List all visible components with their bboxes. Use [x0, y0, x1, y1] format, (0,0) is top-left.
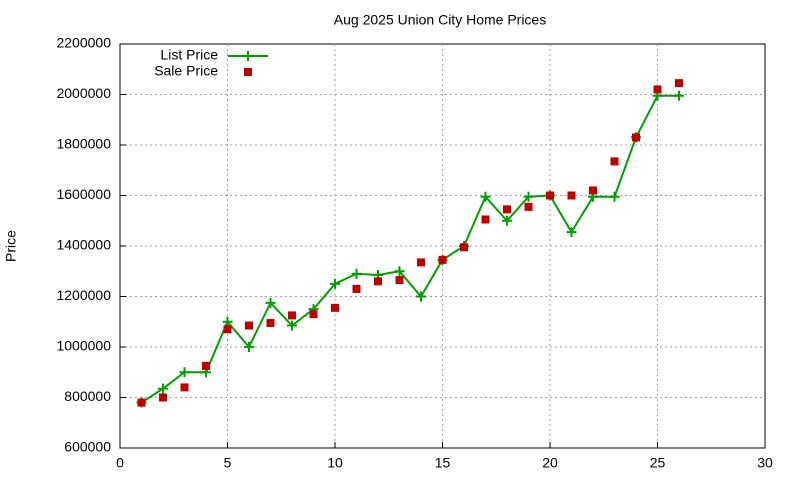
- point-marker: [265, 297, 276, 308]
- point-marker: [374, 277, 382, 286]
- y-tick-label: 1600000: [56, 186, 111, 202]
- point-marker: [675, 79, 683, 88]
- point-marker: [395, 276, 404, 285]
- point-marker: [416, 291, 426, 302]
- point-marker: [394, 266, 405, 277]
- y-tick-label: 1400000: [56, 237, 111, 253]
- y-axis-label: Price: [3, 230, 19, 262]
- point-marker: [352, 284, 361, 293]
- point-marker: [331, 303, 339, 312]
- point-marker: [159, 393, 167, 402]
- point-marker: [589, 186, 597, 195]
- point-marker: [137, 398, 146, 407]
- point-marker: [202, 361, 210, 370]
- point-marker: [180, 383, 189, 392]
- point-marker: [610, 157, 619, 166]
- point-marker: [674, 90, 684, 101]
- point-marker: [567, 191, 576, 200]
- point-marker: [245, 321, 253, 330]
- y-tick-label: 2000000: [56, 85, 111, 101]
- point-marker: [609, 191, 620, 202]
- point-marker: [523, 191, 534, 202]
- point-marker: [223, 325, 232, 334]
- point-marker: [330, 278, 340, 289]
- x-tick-label: 20: [542, 455, 558, 471]
- point-marker: [546, 191, 554, 200]
- y-tick-label: 1200000: [56, 287, 111, 303]
- series-line: [140, 94, 679, 404]
- point-marker: [417, 258, 425, 267]
- x-tick-label: 15: [435, 455, 451, 471]
- x-tick-label: 10: [327, 455, 343, 471]
- legend-marker: [244, 68, 252, 76]
- point-marker: [460, 243, 468, 252]
- y-tick-label: 800000: [64, 388, 111, 404]
- point-marker: [503, 205, 511, 214]
- point-marker: [480, 191, 491, 202]
- x-tick-label: 30: [757, 455, 773, 471]
- legend-marker: [243, 51, 253, 61]
- point-marker: [244, 342, 254, 352]
- point-marker: [653, 85, 662, 94]
- y-tick-label: 1800000: [56, 136, 111, 152]
- point-marker: [566, 227, 577, 238]
- point-marker: [266, 319, 275, 328]
- point-marker: [288, 311, 296, 320]
- legend-label: Sale Price: [154, 63, 218, 79]
- point-marker: [438, 255, 447, 264]
- point-marker: [158, 383, 168, 394]
- x-tick-label: 25: [650, 455, 666, 471]
- y-tick-label: 1000000: [56, 338, 111, 354]
- x-tick-label: 0: [116, 455, 124, 471]
- point-marker: [351, 268, 362, 279]
- y-tick-label: 600000: [64, 439, 111, 455]
- legend-label: List Price: [160, 47, 218, 63]
- chart-title: Aug 2025 Union City Home Prices: [334, 12, 546, 28]
- point-marker: [179, 367, 190, 378]
- y-tick-label: 2200000: [56, 35, 111, 51]
- point-marker: [524, 202, 533, 211]
- point-marker: [481, 215, 490, 224]
- point-marker: [632, 133, 640, 142]
- point-marker: [309, 310, 318, 319]
- point-marker: [222, 316, 233, 327]
- x-tick-label: 5: [224, 455, 232, 471]
- point-marker: [502, 215, 512, 226]
- point-marker: [287, 320, 297, 331]
